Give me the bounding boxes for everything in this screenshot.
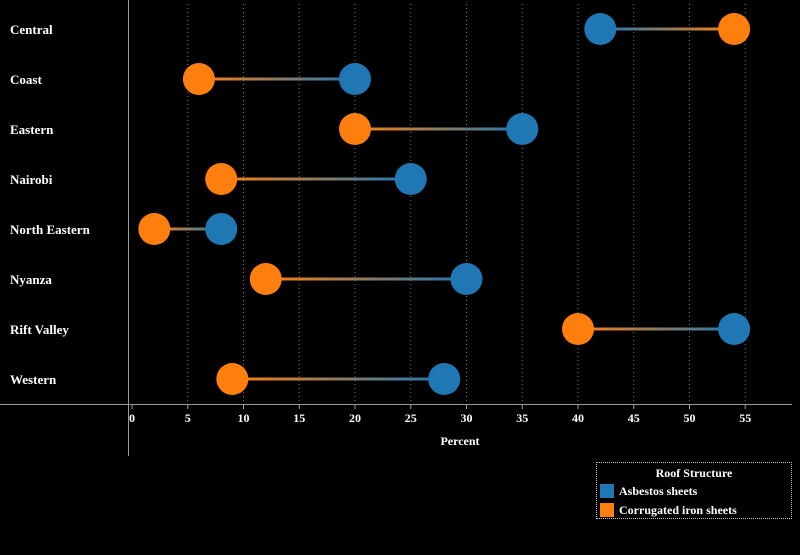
row-label-north-eastern: North Eastern: [10, 222, 91, 237]
row-label-western: Western: [10, 372, 57, 387]
legend-item-corrugated[interactable]: Corrugated iron sheets: [600, 502, 737, 518]
x-tick-label-45: 45: [628, 411, 640, 425]
dot-corrugated-central: [718, 13, 751, 45]
x-tick-label-35: 35: [516, 411, 528, 425]
x-tick-label-55: 55: [739, 411, 751, 425]
x-tick-label-0: 0: [129, 411, 135, 425]
legend-title: Roof Structure: [655, 466, 733, 480]
dot-corrugated-western: [216, 363, 249, 395]
row-label-rift-valley: Rift Valley: [10, 322, 69, 337]
legend: Roof Structure Asbestos sheets Corrugate…: [596, 462, 792, 519]
dot-asbestos-north-eastern: [205, 213, 238, 245]
dot-asbestos-eastern: [506, 113, 539, 145]
legend-swatch-asbestos: [600, 484, 614, 498]
x-tick-label-50: 50: [684, 411, 696, 425]
dot-asbestos-coast: [339, 63, 371, 95]
dot-asbestos-rift-valley: [718, 313, 751, 345]
legend-label-asbestos: Asbestos sheets: [619, 483, 698, 498]
x-tick-label-40: 40: [572, 411, 584, 425]
legend-swatch-corrugated: [600, 503, 614, 517]
x-tick-label-5: 5: [185, 411, 191, 425]
dot-asbestos-central: [584, 13, 617, 45]
row-label-nyanza: Nyanza: [10, 272, 52, 287]
row-label-eastern: Eastern: [10, 122, 54, 137]
dot-asbestos-western: [428, 363, 461, 395]
legend-label-corrugated: Corrugated iron sheets: [619, 502, 737, 517]
row-label-central: Central: [10, 22, 53, 37]
row-label-nairobi: Nairobi: [10, 172, 53, 187]
dot-asbestos-nyanza: [450, 263, 483, 295]
dot-corrugated-north-eastern: [138, 213, 171, 245]
x-tick-label-30: 30: [461, 411, 473, 425]
x-axis-title: Percent: [440, 434, 479, 448]
x-tick-label-20: 20: [349, 411, 361, 425]
x-tick-label-25: 25: [405, 411, 417, 425]
row-label-coast: Coast: [10, 72, 42, 87]
legend-item-asbestos[interactable]: Asbestos sheets: [600, 483, 697, 499]
dot-corrugated-nairobi: [205, 163, 238, 195]
dot-corrugated-eastern: [339, 113, 371, 145]
dot-corrugated-coast: [182, 63, 215, 95]
dot-asbestos-nairobi: [394, 163, 427, 195]
dot-corrugated-nyanza: [249, 263, 282, 295]
x-tick-label-10: 10: [238, 411, 250, 425]
x-tick-label-15: 15: [293, 411, 305, 425]
dot-corrugated-rift-valley: [562, 313, 594, 345]
